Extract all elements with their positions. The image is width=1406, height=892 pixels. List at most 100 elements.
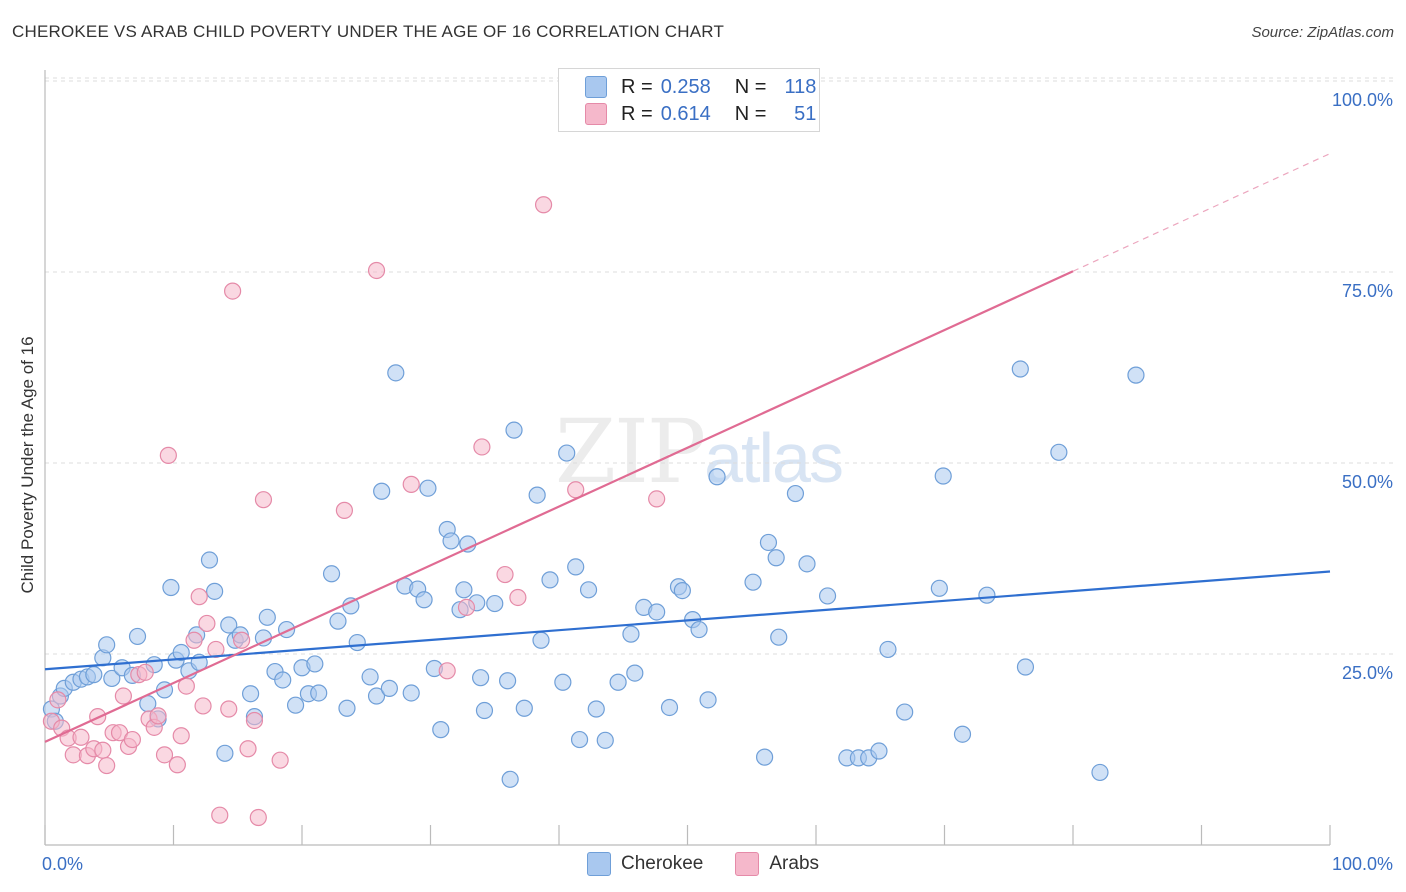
cherokee-point <box>626 664 644 682</box>
arabs-point <box>509 588 527 607</box>
cherokee-point <box>200 551 219 569</box>
arabs-point <box>648 490 666 508</box>
cherokee-point <box>380 679 398 697</box>
y-tick-label: 75.0% <box>1342 281 1393 301</box>
cherokee-point <box>162 578 180 597</box>
cherokee-point <box>759 533 778 552</box>
legend-r-label: R = <box>621 75 653 98</box>
cherokee-point <box>934 467 952 485</box>
cherokee-point <box>329 612 347 630</box>
arabs-point <box>233 631 251 649</box>
legend-n-label: N = <box>734 75 767 98</box>
y-tick-label: 100.0% <box>1332 90 1393 110</box>
series-legend-label: Cherokee <box>620 853 704 874</box>
cherokee-point <box>596 731 614 749</box>
cherokee-point <box>648 603 666 621</box>
cherokee-point <box>786 484 805 503</box>
legend-r-value: 0.258 <box>660 75 711 98</box>
legend-row-arabs: R = 0.614 N = 51 <box>585 102 816 126</box>
arabs-point <box>496 565 514 584</box>
legend-n-value: 51 <box>794 102 817 125</box>
series-swatch-cherokee <box>586 852 611 876</box>
cherokee-point <box>541 571 559 589</box>
arabs-point <box>239 740 257 758</box>
cherokee-point <box>953 725 972 743</box>
legend-r-label: R = <box>621 102 653 125</box>
legend-r-value: 0.614 <box>660 102 711 125</box>
cherokee-point <box>338 699 356 717</box>
arabs-point <box>49 691 67 709</box>
legend-n-value: 118 <box>784 75 817 98</box>
cherokee-point <box>515 699 533 717</box>
arabs-point <box>211 806 229 824</box>
arabs-point <box>335 501 354 519</box>
cherokee-point <box>348 633 366 652</box>
cherokee-point <box>505 421 523 439</box>
cherokee-point <box>879 640 897 659</box>
cherokee-point <box>98 636 116 654</box>
cherokee-point <box>459 535 477 553</box>
arabs-point <box>402 475 420 493</box>
arabs-point <box>457 598 476 616</box>
cherokee-point <box>609 673 627 691</box>
cherokee-point <box>258 608 276 626</box>
cherokee-point <box>402 684 420 702</box>
cherokee-point <box>690 620 708 639</box>
cherokee-point <box>798 555 816 573</box>
arabs-point <box>149 707 167 725</box>
cherokee-point <box>570 730 589 749</box>
arabs-point <box>220 700 238 718</box>
cherokee-point <box>103 669 121 688</box>
cherokee-point <box>1011 360 1029 378</box>
series-legend-item-arabs[interactable]: Arabs <box>735 852 819 876</box>
cherokee-point <box>622 625 640 643</box>
series-swatch-arabs <box>735 852 760 876</box>
chart-title: CHEROKEE VS ARAB CHILD POVERTY UNDER THE… <box>12 22 725 41</box>
arabs-point <box>98 756 116 775</box>
cherokee-point <box>554 673 572 691</box>
cherokee-point <box>978 586 996 604</box>
cherokee-point <box>367 687 386 705</box>
cherokee-trendline <box>44 570 1331 671</box>
y-tick-label: 25.0% <box>1342 663 1393 683</box>
cherokee-point <box>1127 366 1145 384</box>
source-label: Source: ZipAtlas.com <box>1251 24 1394 41</box>
arabs-trendline-extension <box>1072 153 1331 272</box>
cherokee-point <box>387 364 405 382</box>
cherokee-point <box>501 770 519 788</box>
cherokee-point <box>744 573 762 591</box>
cherokee-point <box>930 579 948 597</box>
cherokee-point <box>415 591 433 609</box>
cherokee-point <box>699 691 717 709</box>
y-axis-label: Child Poverty Under the Age of 16 <box>18 336 37 594</box>
cherokee-point <box>1016 658 1035 676</box>
arabs-point <box>72 728 90 746</box>
series-legend-item-cherokee[interactable]: Cherokee <box>586 852 704 876</box>
cherokee-point <box>455 581 473 599</box>
cherokee-point <box>432 721 450 739</box>
cherokee-point <box>528 486 546 504</box>
cherokee-point <box>472 669 490 687</box>
cherokee-point <box>419 479 437 497</box>
cherokee-point <box>896 703 914 721</box>
cherokee-point <box>85 666 103 684</box>
cherokee-point <box>755 748 774 766</box>
cherokee-point <box>442 532 460 550</box>
legend-swatch-arabs <box>585 103 607 125</box>
arabs-point <box>534 196 553 214</box>
series-legend-label: Arabs <box>769 853 820 874</box>
cherokee-point <box>486 594 504 613</box>
stats-legend: R = 0.258 N = 118 R = 0.614 N = 51 <box>558 68 820 132</box>
cherokee-point <box>475 701 494 720</box>
cherokee-point <box>274 671 292 689</box>
arabs-point <box>194 697 212 715</box>
cherokee-point <box>361 668 379 686</box>
cherokee-point <box>660 698 679 717</box>
cherokee-point <box>532 631 550 649</box>
arabs-point <box>136 663 154 681</box>
arabs-point <box>367 261 386 280</box>
cherokee-point <box>172 643 190 662</box>
series-legend: Cherokee Arabs <box>0 852 1406 876</box>
cherokee-point <box>708 468 726 486</box>
